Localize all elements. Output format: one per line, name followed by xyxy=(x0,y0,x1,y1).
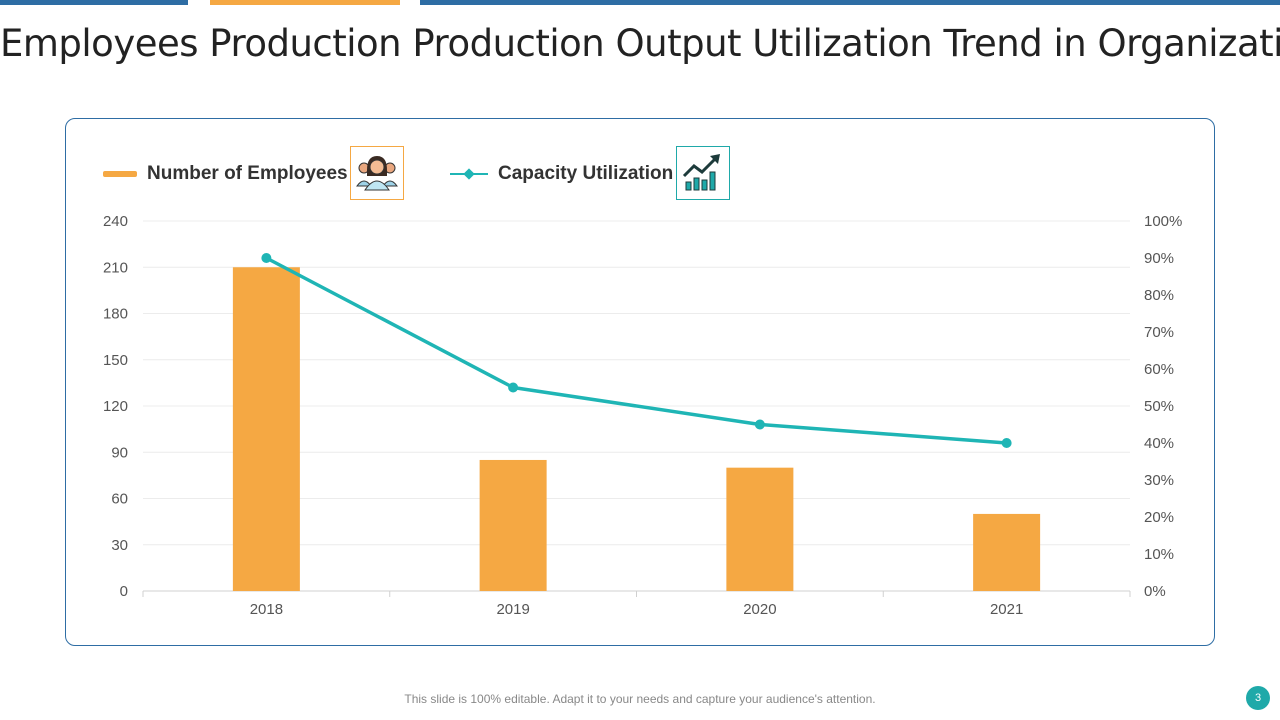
growth-chart-icon xyxy=(676,146,730,200)
bar-employees-2018 xyxy=(232,267,300,591)
y-right-tick-label: 70% xyxy=(1144,324,1174,341)
legend-utilization-label: Capacity Utilization xyxy=(498,163,674,184)
y-left-tick-label: 90 xyxy=(111,444,128,461)
y-right-tick-label: 60% xyxy=(1144,361,1174,378)
y-left-tick-label: 120 xyxy=(103,398,128,415)
y-left-tick-label: 240 xyxy=(103,213,128,230)
y-right-tick-label: 50% xyxy=(1144,398,1174,415)
footer-note: This slide is 100% editable. Adapt it to… xyxy=(404,692,876,706)
bar-employees-2019 xyxy=(479,459,547,591)
page-number: 3 xyxy=(1246,686,1270,710)
y-right-tick-label: 30% xyxy=(1144,472,1174,489)
page-title: Employees Production Production Output U… xyxy=(0,22,1280,65)
top-accent-bar-left xyxy=(0,0,188,5)
legend-employees-label: Number of Employees xyxy=(147,163,348,184)
x-tick-label: 2020 xyxy=(743,601,776,618)
y-left-tick-label: 150 xyxy=(103,352,128,369)
y-right-tick-label: 90% xyxy=(1144,250,1174,267)
point-utilization-2021 xyxy=(1001,438,1012,448)
top-accent-bar-center xyxy=(210,0,400,5)
bar-employees-2021 xyxy=(973,513,1041,591)
x-tick-label: 2021 xyxy=(990,601,1023,618)
bar-employees-2020 xyxy=(726,467,794,591)
people-group-icon xyxy=(350,146,404,200)
y-left-tick-label: 30 xyxy=(111,537,128,554)
chart-panel xyxy=(65,118,1215,646)
legend-employees: Number of Employees xyxy=(103,160,348,188)
legend-utilization: Capacity Utilization xyxy=(450,160,673,188)
y-left-tick-label: 0 xyxy=(120,583,128,600)
y-right-tick-label: 40% xyxy=(1144,435,1174,452)
legend-bar-swatch xyxy=(103,171,137,177)
y-right-tick-label: 80% xyxy=(1144,287,1174,304)
y-left-tick-label: 210 xyxy=(103,259,128,276)
line-capacity-utilization xyxy=(265,256,1007,445)
y-right-tick-label: 100% xyxy=(1144,213,1182,230)
y-left-tick-label: 60 xyxy=(111,491,128,508)
top-accent-bar-right xyxy=(420,0,1280,5)
x-tick-label: 2018 xyxy=(250,601,283,618)
y-left-tick-label: 180 xyxy=(103,306,128,323)
x-tick-label: 2019 xyxy=(496,601,529,618)
legend-line-swatch xyxy=(450,168,488,180)
y-right-tick-label: 10% xyxy=(1144,546,1174,563)
point-utilization-2020 xyxy=(754,419,765,430)
y-right-tick-label: 20% xyxy=(1144,509,1174,526)
y-right-tick-label: 0% xyxy=(1144,583,1166,600)
point-utilization-2019 xyxy=(508,382,519,393)
point-utilization-2018 xyxy=(261,253,272,263)
